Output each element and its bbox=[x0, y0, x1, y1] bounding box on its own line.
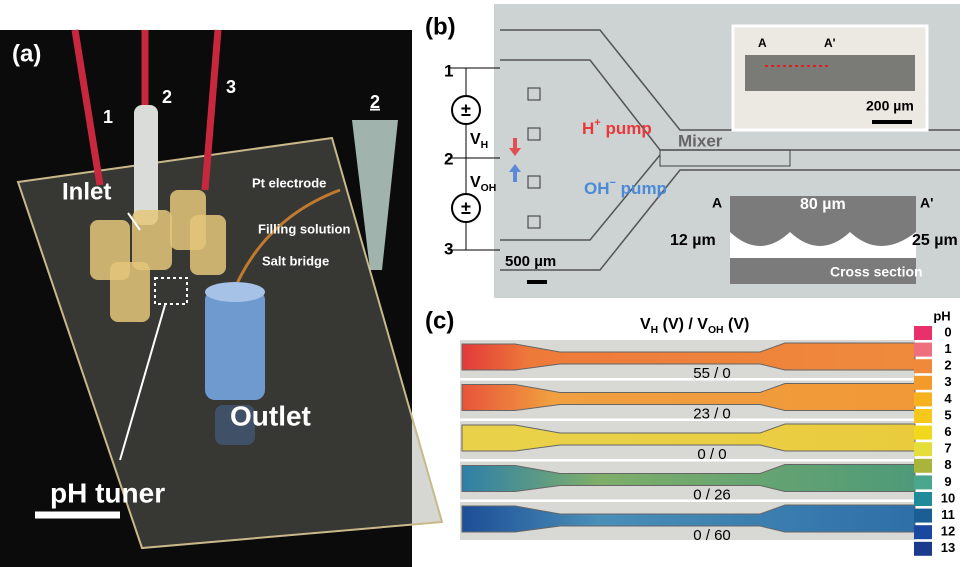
electrode-label: 3 bbox=[226, 77, 236, 97]
text-part: pump bbox=[601, 119, 652, 138]
callout: Filling solution bbox=[258, 221, 350, 236]
legend-swatch bbox=[914, 343, 932, 357]
subscript: OH bbox=[708, 325, 724, 336]
legend-swatch bbox=[914, 509, 932, 523]
section-marker: A' bbox=[920, 195, 933, 211]
legend-label: 3 bbox=[944, 374, 951, 389]
legend-label: 6 bbox=[944, 424, 951, 439]
inlet-label: Inlet bbox=[62, 178, 111, 205]
electrode-label: 2 bbox=[444, 149, 453, 168]
subscript: OH bbox=[481, 183, 497, 194]
voltage-label: VOH bbox=[470, 174, 496, 193]
pump-label: OH− pump bbox=[584, 177, 667, 198]
text-part: (V) / bbox=[658, 316, 697, 333]
legend-label: 12 bbox=[941, 524, 955, 539]
legend-label: 11 bbox=[941, 507, 955, 522]
electrode-label: 1 bbox=[444, 61, 453, 80]
voltage-label: VH bbox=[470, 131, 488, 150]
scale-label: 500 µm bbox=[505, 253, 556, 270]
legend-label: 10 bbox=[941, 490, 955, 505]
text-part: V bbox=[470, 131, 481, 148]
legend-label: 8 bbox=[944, 457, 951, 472]
ph-tuner-label: pH tuner bbox=[50, 477, 165, 508]
source-symbol: ± bbox=[461, 198, 471, 218]
text-part: OH bbox=[584, 179, 610, 198]
channel-rows bbox=[460, 340, 915, 540]
scale-label: 200 µm bbox=[866, 98, 914, 114]
row-label: 0 / 60 bbox=[693, 527, 731, 544]
subscript: H bbox=[651, 325, 659, 336]
legend-label: 7 bbox=[944, 441, 951, 456]
electrode-label: 1 bbox=[103, 107, 113, 127]
text-part: V bbox=[470, 174, 481, 191]
legend-label: 2 bbox=[944, 358, 951, 373]
subscript: H bbox=[481, 140, 489, 151]
figure: (a)1232InletPt electrodeFilling solution… bbox=[0, 0, 964, 567]
legend-swatch bbox=[914, 409, 932, 423]
text-part: pump bbox=[616, 179, 667, 198]
row-label: 0 / 0 bbox=[697, 446, 726, 463]
section-marker: A' bbox=[824, 36, 836, 50]
text-part: H bbox=[582, 119, 594, 138]
legend-label: 1 bbox=[944, 341, 951, 356]
legend-label: 13 bbox=[941, 540, 955, 555]
source-symbol: ± bbox=[461, 100, 471, 120]
text-part: V bbox=[640, 316, 651, 333]
panel-label: (a) bbox=[12, 40, 41, 67]
callout: Pt electrode bbox=[252, 175, 326, 190]
legend-swatch bbox=[914, 392, 932, 406]
dimension-label: 25 µm bbox=[912, 232, 958, 249]
callout: Salt bridge bbox=[262, 253, 329, 268]
legend-swatch bbox=[914, 326, 932, 340]
cross-section-caption: Cross section bbox=[830, 264, 923, 280]
legend-swatch bbox=[914, 492, 932, 506]
legend-swatch bbox=[914, 426, 932, 440]
legend-swatch bbox=[914, 442, 932, 456]
legend-title: pH bbox=[933, 308, 950, 323]
electrode-label: 2 bbox=[370, 92, 380, 112]
section-marker: A bbox=[758, 36, 767, 50]
panel-label: (b) bbox=[425, 13, 456, 40]
text-part: (V) bbox=[724, 316, 750, 333]
mixer-label: Mixer bbox=[678, 131, 723, 150]
legend-swatch bbox=[914, 475, 932, 489]
legend-swatch bbox=[914, 459, 932, 473]
pump-label: H+ pump bbox=[582, 117, 652, 138]
legend-label: 4 bbox=[944, 391, 952, 406]
outlet-label: Outlet bbox=[230, 400, 311, 431]
row-label: 55 / 0 bbox=[693, 365, 731, 382]
legend-swatch bbox=[914, 542, 932, 556]
row-label: 23 / 0 bbox=[693, 405, 731, 422]
legend-swatch bbox=[914, 525, 932, 539]
electrode-label: 2 bbox=[162, 87, 172, 107]
legend-label: 9 bbox=[944, 474, 951, 489]
legend-label: 0 bbox=[944, 324, 951, 339]
dimension-label: 80 µm bbox=[800, 196, 846, 213]
legend-swatch bbox=[914, 376, 932, 390]
row-label: 0 / 26 bbox=[693, 486, 731, 503]
text-part: V bbox=[697, 316, 708, 333]
panel-label: (c) bbox=[425, 307, 454, 334]
dimension-label: 12 µm bbox=[670, 232, 716, 249]
section-marker: A bbox=[712, 195, 722, 211]
page: (a)1232InletPt electrodeFilling solution… bbox=[0, 0, 964, 567]
electrode-label: 3 bbox=[444, 239, 453, 258]
legend-label: 5 bbox=[944, 407, 951, 422]
legend-swatch bbox=[914, 359, 932, 373]
heading: VH (V) / VOH (V) bbox=[640, 316, 749, 335]
